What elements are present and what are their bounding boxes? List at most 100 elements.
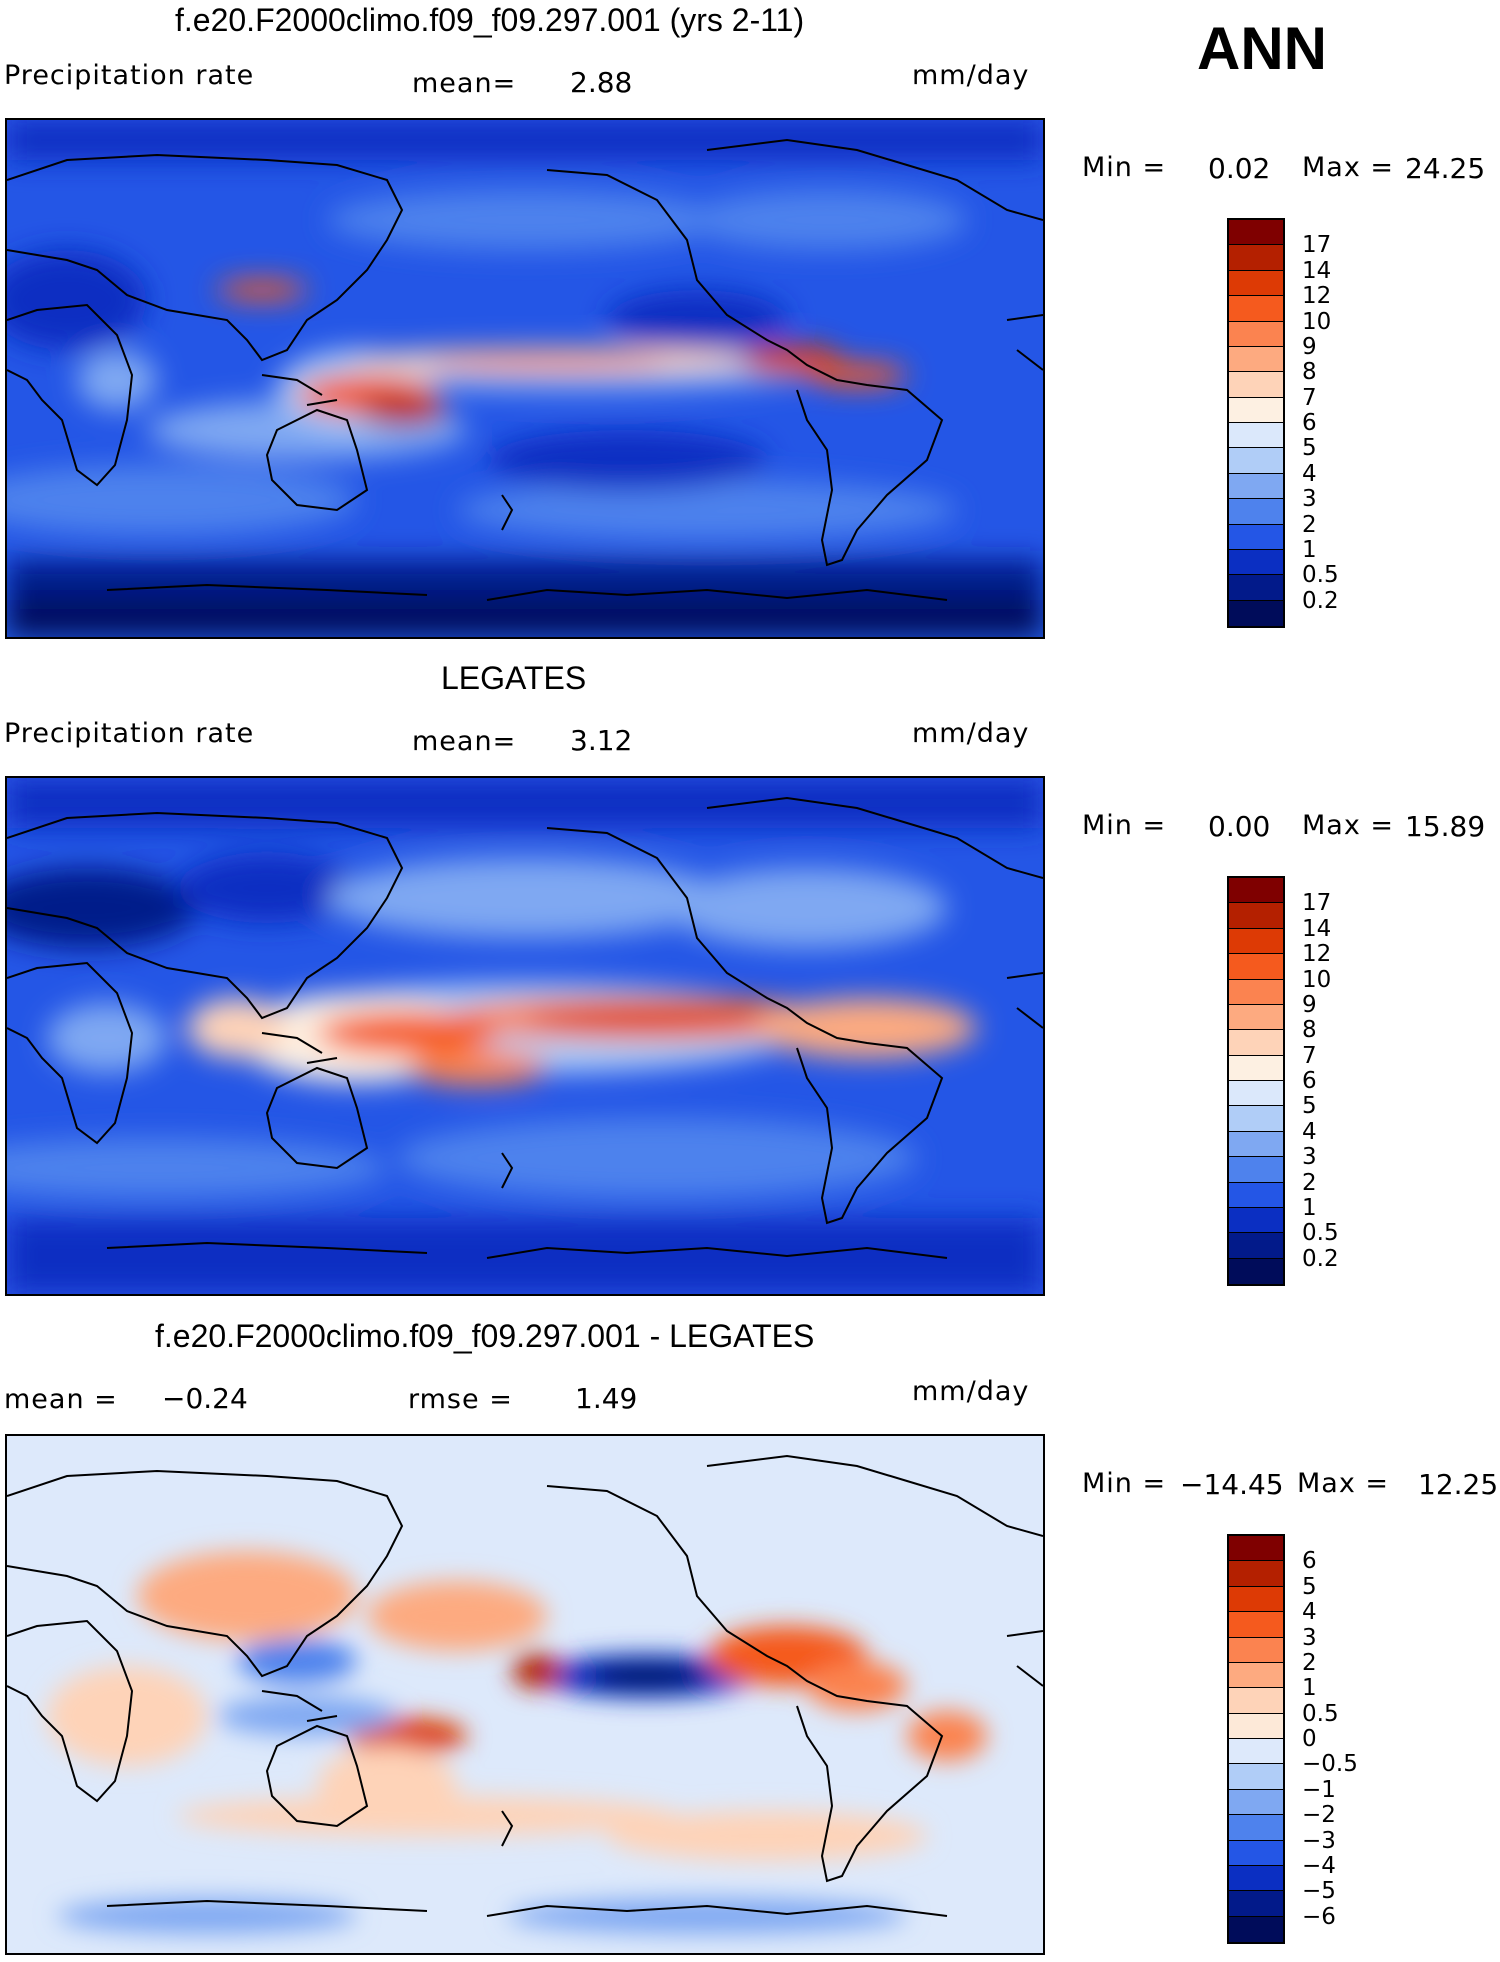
colorbar-swatch	[1229, 1207, 1283, 1234]
colorbar-swatch	[1229, 1840, 1283, 1866]
panel3-mean-value: −0.24	[162, 1382, 248, 1415]
colorbar-tick-label: 14	[1302, 915, 1332, 942]
panel1-mean-label: mean=	[412, 68, 517, 99]
colorbar-swatch	[1229, 1637, 1283, 1663]
colorbar-swatch	[1229, 423, 1283, 449]
colorbar-swatch	[1229, 1764, 1283, 1790]
colorbar-swatch	[1229, 1891, 1283, 1917]
colorbar-tick-label: 12	[1302, 941, 1332, 968]
colorbar-tick-label: −2	[1302, 1802, 1336, 1829]
panel3-units: mm/day	[912, 1376, 1030, 1407]
panel1-max-value: 24.25	[1405, 152, 1486, 185]
colorbar-swatch	[1229, 1157, 1283, 1183]
colorbar-swatch	[1229, 1739, 1283, 1765]
panel2-min-value: 0.00	[1208, 810, 1271, 843]
colorbar-tick-label: −6	[1302, 1903, 1336, 1930]
colorbar-tick-label: 5	[1302, 1573, 1317, 1600]
colorbar-swatch	[1229, 1688, 1283, 1714]
panel3-max-label: Max =	[1297, 1468, 1390, 1499]
panel2-min-label: Min =	[1082, 810, 1167, 841]
colorbar-tick-label: −0.5	[1302, 1751, 1358, 1778]
colorbar-swatch	[1229, 448, 1283, 474]
colorbar-swatch	[1229, 1182, 1283, 1208]
colorbar-tick-label: 8	[1302, 359, 1317, 386]
colorbar-swatch	[1229, 270, 1283, 297]
panel1-max-label: Max =	[1302, 152, 1395, 183]
colorbar-swatch	[1229, 1865, 1283, 1892]
colorbar-swatch	[1229, 397, 1283, 423]
colorbar-tick-label: 17	[1302, 890, 1332, 917]
colorbar-tick-label: 10	[1302, 966, 1332, 993]
panel1-title: f.e20.F2000climo.f09_f09.297.001 (yrs 2-…	[175, 2, 805, 38]
panel2-colorbar	[1227, 876, 1285, 1286]
colorbar-swatch	[1229, 1713, 1283, 1739]
panel3-title: f.e20.F2000climo.f09_f09.297.001 - LEGAT…	[155, 1318, 815, 1354]
panel3-rmse-label: rmse =	[408, 1384, 513, 1415]
colorbar-swatch	[1229, 903, 1283, 929]
panel3-rmse-value: 1.49	[575, 1382, 638, 1415]
colorbar-swatch	[1229, 1131, 1283, 1158]
colorbar-tick-label: 10	[1302, 308, 1332, 335]
colorbar-tick-label: 1	[1302, 1194, 1317, 1221]
colorbar-swatch	[1229, 296, 1283, 322]
colorbar-tick-label: 9	[1302, 991, 1317, 1018]
panel1-units: mm/day	[912, 60, 1030, 91]
colorbar-tick-label: 3	[1302, 486, 1317, 513]
colorbar-tick-label: 0.5	[1302, 1220, 1339, 1247]
colorbar-tick-label: 4	[1302, 1599, 1317, 1626]
colorbar-swatch	[1229, 1004, 1283, 1031]
colorbar-tick-label: 0.5	[1302, 1700, 1339, 1727]
colorbar-swatch	[1229, 1536, 1283, 1562]
colorbar-tick-label: 0.2	[1302, 587, 1339, 614]
colorbar-tick-label: 6	[1302, 1068, 1317, 1094]
colorbar-tick-label: 0.2	[1302, 1245, 1339, 1272]
colorbar-swatch	[1229, 979, 1283, 1005]
season-label: ANN	[1197, 15, 1327, 82]
colorbar-swatch	[1229, 1561, 1283, 1587]
colorbar-swatch	[1229, 928, 1283, 955]
colorbar-swatch	[1229, 1662, 1283, 1689]
colorbar-swatch	[1229, 346, 1283, 373]
colorbar-tick-label: 6	[1302, 1548, 1317, 1575]
panel2-max-label: Max =	[1302, 810, 1395, 841]
colorbar-swatch	[1229, 1612, 1283, 1638]
colorbar-tick-label: 9	[1302, 333, 1317, 360]
colorbar-tick-label: 4	[1302, 1118, 1317, 1145]
colorbar-swatch	[1229, 600, 1283, 626]
panel1-min-value: 0.02	[1208, 152, 1271, 185]
colorbar-tick-label: 3	[1302, 1624, 1317, 1651]
colorbar-swatch	[1229, 499, 1283, 525]
panel1-map	[5, 118, 1045, 639]
panel3-mean-label: mean =	[4, 1384, 118, 1415]
colorbar-tick-label: 2	[1302, 1169, 1317, 1196]
colorbar-swatch	[1229, 1789, 1283, 1816]
colorbar-tick-label: 2	[1302, 1649, 1317, 1676]
panel1-field-label: Precipitation rate	[4, 60, 255, 91]
colorbar-tick-label: 4	[1302, 460, 1317, 487]
panel1-mean-value: 2.88	[570, 66, 633, 99]
colorbar-tick-label: 17	[1302, 232, 1332, 259]
colorbar-swatch	[1229, 1586, 1283, 1613]
colorbar-swatch	[1229, 372, 1283, 398]
colorbar-swatch	[1229, 1258, 1283, 1284]
colorbar-tick-label: 14	[1302, 257, 1332, 284]
colorbar-swatch	[1229, 1055, 1283, 1081]
panel3-min-label: Min =	[1082, 1468, 1167, 1499]
colorbar-swatch	[1229, 473, 1283, 500]
colorbar-swatch	[1229, 575, 1283, 601]
colorbar-tick-label: 8	[1302, 1017, 1317, 1044]
panel2-units: mm/day	[912, 718, 1030, 749]
colorbar-tick-label: −4	[1302, 1852, 1336, 1879]
panel2-mean-value: 3.12	[570, 724, 633, 757]
panel1-min-label: Min =	[1082, 152, 1167, 183]
colorbar-swatch	[1229, 1233, 1283, 1259]
panel3-map	[5, 1434, 1045, 1955]
colorbar-tick-label: 7	[1302, 1042, 1317, 1069]
colorbar-tick-label: −1	[1302, 1776, 1336, 1803]
colorbar-swatch	[1229, 245, 1283, 271]
panel3-min-value: −14.45	[1180, 1468, 1284, 1501]
colorbar-tick-label: 7	[1302, 384, 1317, 411]
colorbar-tick-label: −5	[1302, 1878, 1336, 1905]
colorbar-swatch	[1229, 549, 1283, 576]
panel1-colorbar	[1227, 218, 1285, 628]
